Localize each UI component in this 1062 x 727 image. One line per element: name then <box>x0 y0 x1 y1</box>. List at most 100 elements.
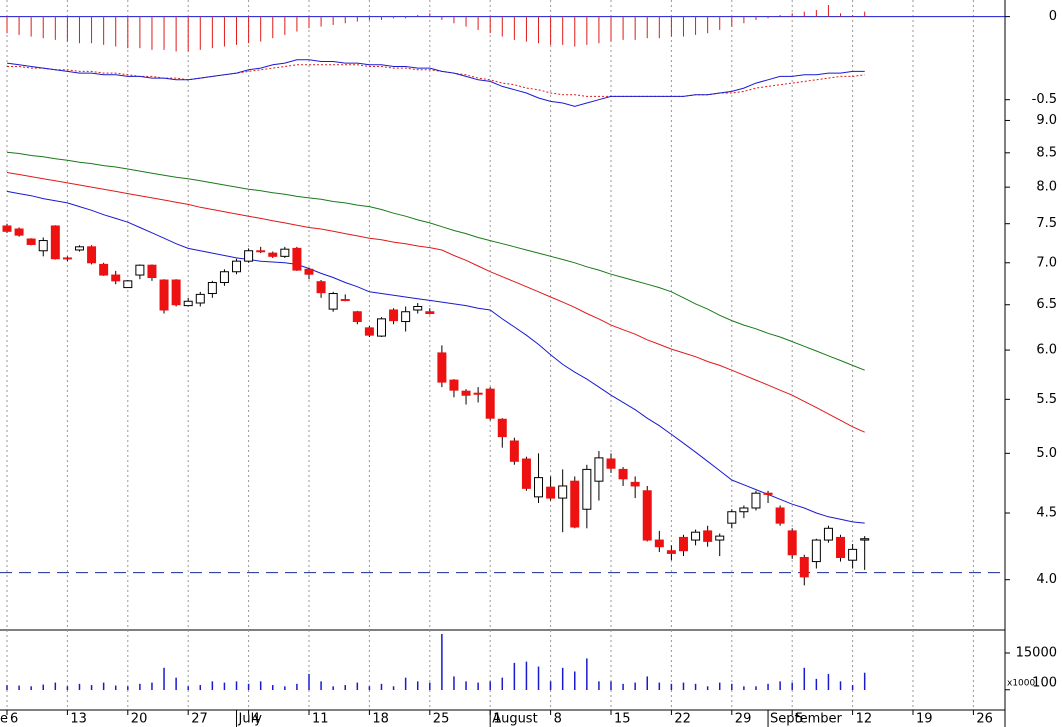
y-tick-label: 7.5 <box>1036 216 1057 231</box>
candle-body <box>727 511 737 524</box>
candle-body <box>739 507 749 513</box>
candle-body <box>183 300 193 307</box>
candle-body <box>606 458 616 469</box>
x-tick-label: 6 <box>10 712 18 727</box>
candle-body <box>715 535 725 541</box>
candle-body <box>618 468 628 480</box>
candle-body <box>775 507 785 524</box>
x-tick-label: 13 <box>70 712 87 727</box>
candle-body <box>195 293 205 304</box>
candle-body <box>691 531 701 541</box>
candle-body <box>74 246 84 251</box>
candle-body <box>497 418 507 438</box>
candle-body <box>654 539 664 548</box>
x-tick-label: 29 <box>735 712 752 727</box>
candle-body <box>401 311 411 323</box>
x-tick-label: 15 <box>614 712 631 727</box>
x-tick-label: 26 <box>976 712 993 727</box>
x-tick-label: 25 <box>433 712 450 727</box>
volume-unit-label: x1000 <box>1007 679 1036 689</box>
candle-body <box>425 311 435 315</box>
candle-body <box>678 536 688 552</box>
month-label: August <box>492 712 538 727</box>
candle-body <box>304 268 314 275</box>
candle-body <box>546 486 556 499</box>
candle-body <box>2 225 12 232</box>
candle-body <box>99 263 109 276</box>
macd-tick-label: -0.5 <box>1032 92 1057 107</box>
candle-body <box>449 379 459 391</box>
y-tick-label: 5.5 <box>1036 392 1057 407</box>
y-tick-label: 8.0 <box>1036 180 1057 195</box>
candle-body <box>558 485 568 499</box>
candle-body <box>413 305 423 311</box>
y-tick-label: 7.0 <box>1036 255 1057 270</box>
month-label: July <box>238 712 263 727</box>
y-tick-label: 9.0 <box>1036 113 1057 128</box>
x-tick-label: 18 <box>372 712 389 727</box>
candle-body <box>594 457 604 482</box>
y-tick-label: 6.5 <box>1036 297 1057 312</box>
candle-body <box>256 250 266 253</box>
candle-body <box>147 264 157 279</box>
candle-body <box>582 468 592 510</box>
candle-body <box>207 282 217 295</box>
candle-body <box>485 388 495 419</box>
volume-tick-label: 15000 <box>1016 645 1057 660</box>
candle-body <box>14 228 24 236</box>
moving-average <box>6 151 865 371</box>
candle-body <box>666 550 676 554</box>
candle-body <box>787 530 797 556</box>
x-tick-label: 4 <box>252 712 260 727</box>
candle-body <box>38 240 48 252</box>
x-tick-label: 22 <box>674 712 691 727</box>
candle-body <box>26 238 36 245</box>
candle-body <box>340 299 350 302</box>
volume-tick-label: 100 <box>1032 676 1057 691</box>
x-tick-label: 27 <box>191 712 208 727</box>
candle-body <box>823 527 833 541</box>
candle-body <box>87 246 97 264</box>
candle-body <box>232 260 242 273</box>
candle-body <box>570 480 580 528</box>
candle-body <box>244 250 254 262</box>
candle-body <box>703 530 713 542</box>
candle-body <box>364 327 374 336</box>
candle-body <box>437 352 447 383</box>
candle-body <box>268 252 278 257</box>
candle-body <box>630 481 640 487</box>
macd-line <box>6 59 865 107</box>
moving-average <box>6 172 865 433</box>
candle-body <box>376 318 386 337</box>
x-tick-label: 5 <box>795 712 803 727</box>
candle-body <box>111 274 121 282</box>
candle-body <box>836 536 846 558</box>
x-tick-label: 8 <box>554 712 562 727</box>
candle-body <box>461 390 471 396</box>
candle-body <box>860 538 870 541</box>
candle-body <box>219 271 229 284</box>
candle-body <box>521 458 531 489</box>
macd-tick-label: 0 <box>1049 9 1057 24</box>
candle-body <box>50 225 60 260</box>
moving-average <box>6 190 865 524</box>
x-tick-label: 19 <box>916 712 933 727</box>
candle-body <box>848 548 858 561</box>
y-tick-label: 4.0 <box>1036 572 1057 587</box>
candle-body <box>123 280 133 289</box>
candle-body <box>509 440 519 462</box>
candle-body <box>328 293 338 310</box>
candle-body <box>316 281 326 294</box>
month-label: September <box>770 712 843 727</box>
candle-body <box>751 492 761 509</box>
x-tick-label: 20 <box>131 712 148 727</box>
candle-body <box>534 477 544 498</box>
candle-body <box>159 279 169 311</box>
candle-body <box>352 311 362 323</box>
candle-body <box>280 248 290 257</box>
candle-body <box>763 492 773 495</box>
candle-body <box>171 279 181 306</box>
y-tick-label: 5.0 <box>1036 446 1057 461</box>
